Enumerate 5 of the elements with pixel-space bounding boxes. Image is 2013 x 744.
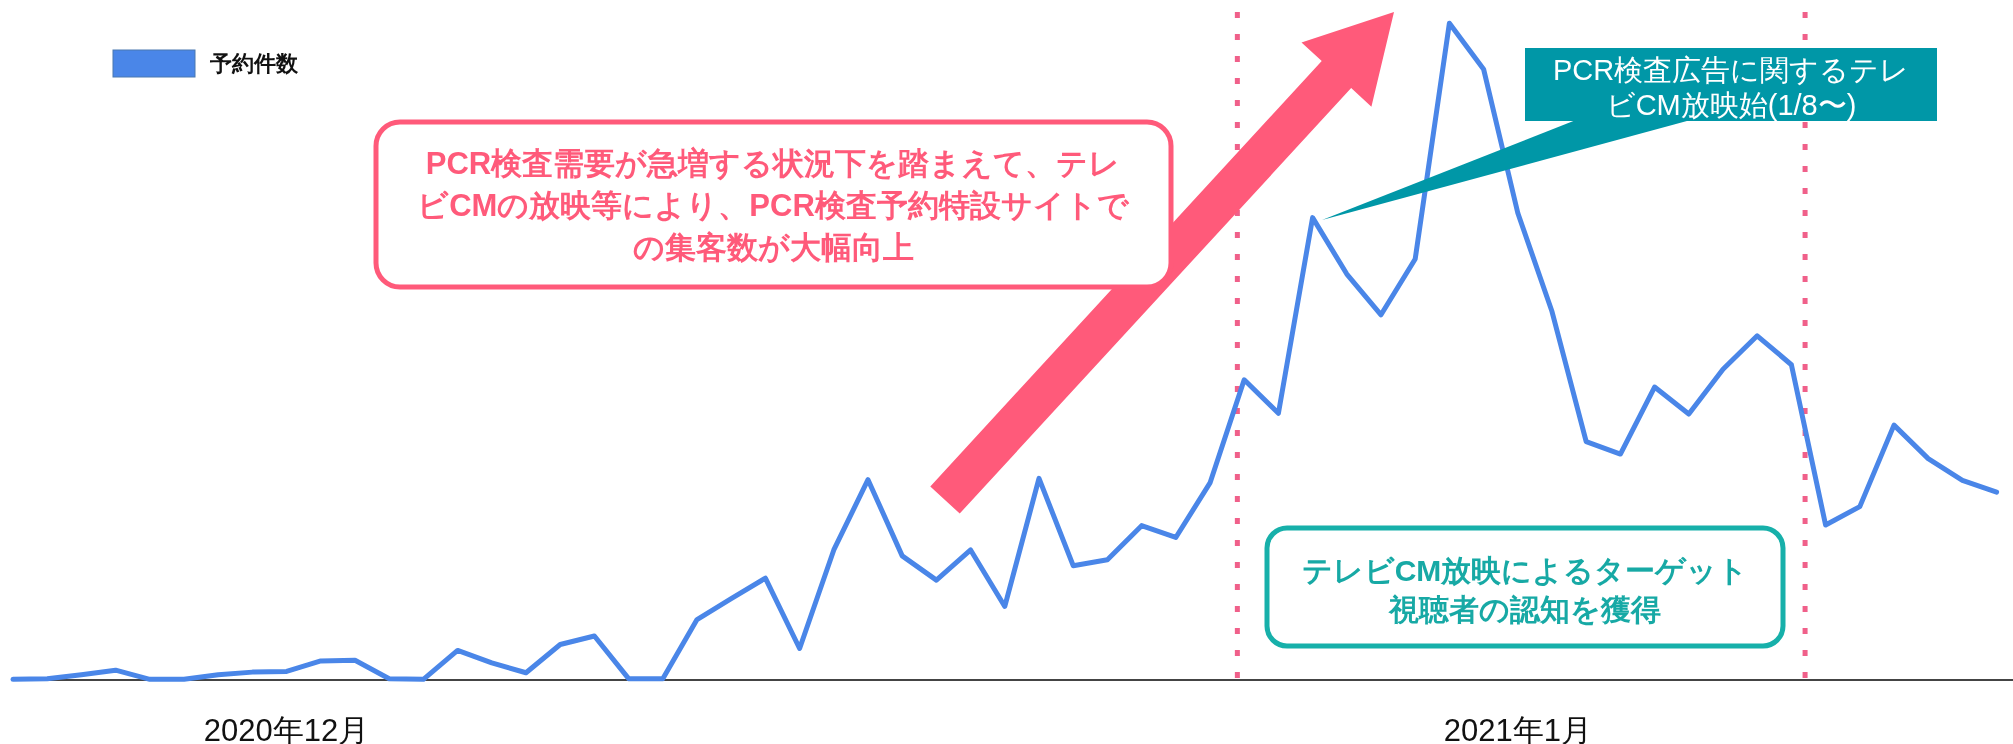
legend-label: 予約件数 <box>209 51 299 76</box>
legend: 予約件数 <box>112 49 298 78</box>
annotation: テレビCM放映によるターゲット視聴者の認知を獲得 <box>1301 554 1749 626</box>
annotation: PCR検査需要が急増する状況下を踏まえて、テレビCMの放映等により、PCR検査予約特設サイトでの集客数が大幅向上 <box>417 146 1130 265</box>
annotation: PCR検査広告に関するテレビCM放映始(1/8〜) <box>1552 54 1910 121</box>
